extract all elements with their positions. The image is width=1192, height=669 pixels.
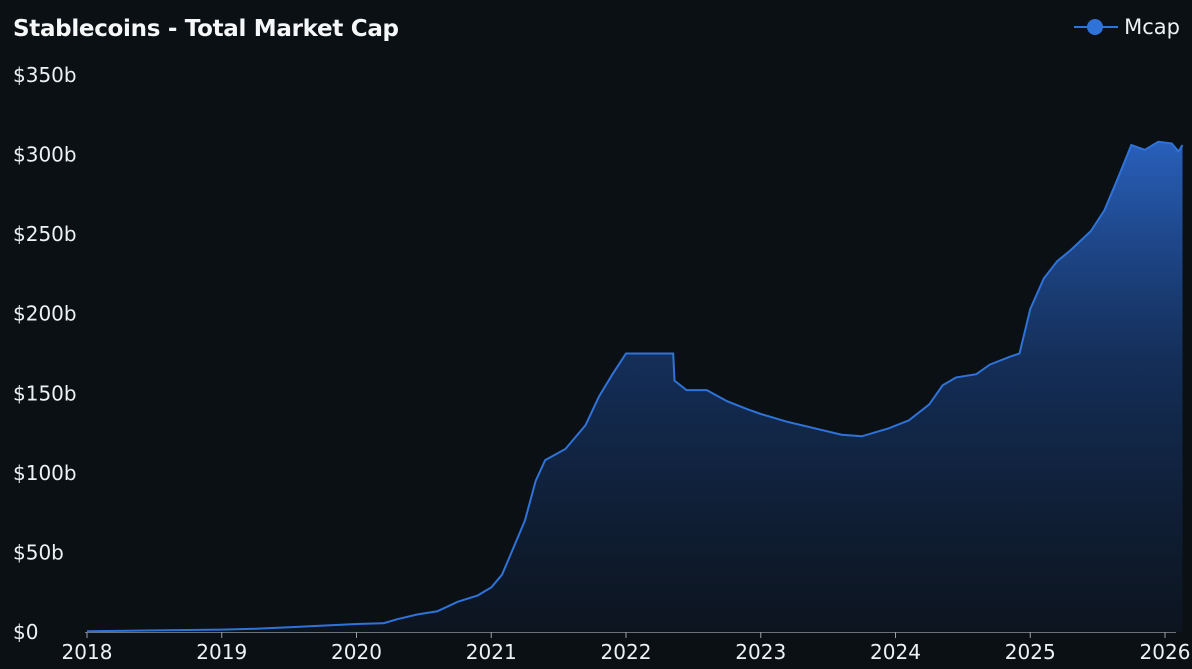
y-axis: $0 $50b $100b $150b $200b $250b $300b $350b xyxy=(13,63,77,644)
x-tick-label: 2020 xyxy=(331,640,382,664)
y-tick-label: $200b xyxy=(13,302,77,326)
x-tick-label: 2023 xyxy=(735,640,786,664)
y-tick-label: $250b xyxy=(13,222,77,246)
x-tick-label: 2025 xyxy=(1005,640,1056,664)
mcap-line xyxy=(86,140,1184,633)
x-tick-label: 2018 xyxy=(62,640,113,664)
y-tick-label: $150b xyxy=(13,381,77,405)
legend-label: Mcap xyxy=(1124,15,1180,39)
x-tick-label: 2021 xyxy=(466,640,517,664)
x-tick-label: 2022 xyxy=(601,640,652,664)
y-tick-label: $300b xyxy=(13,143,77,167)
legend-line-dot-icon xyxy=(1074,17,1119,37)
x-tick-label: 2026 xyxy=(1140,640,1191,664)
y-tick-label: $100b xyxy=(13,461,77,485)
y-tick-label: $350b xyxy=(13,63,77,87)
y-tick-label: $50b xyxy=(13,540,64,564)
x-tick-label: 2019 xyxy=(196,640,247,664)
y-tick-label: $0 xyxy=(13,620,38,644)
x-axis: 2018 2019 2020 2021 2022 2023 2024 2025 2026 xyxy=(62,632,1191,664)
chart-title: Stablecoins - Total Market Cap xyxy=(13,16,399,42)
legend[interactable]: Mcap xyxy=(1074,15,1180,39)
mcap-area xyxy=(87,141,1183,633)
x-tick-label: 2024 xyxy=(870,640,921,664)
